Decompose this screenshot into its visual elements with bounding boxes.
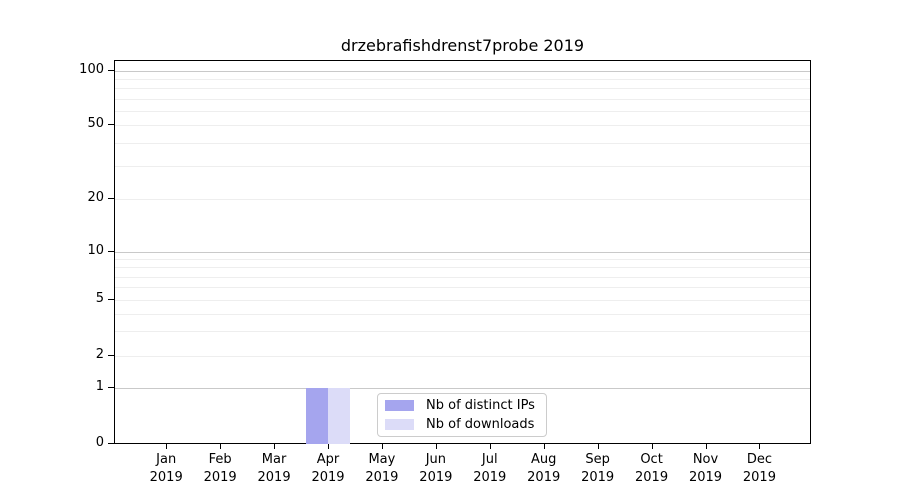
gridline-minor bbox=[115, 143, 810, 145]
y-tick-mark bbox=[108, 355, 114, 356]
plot-area: Nb of distinct IPs Nb of downloads bbox=[114, 60, 811, 444]
x-tick-label: Mar 2019 bbox=[257, 452, 291, 485]
y-tick-label: 10 bbox=[87, 243, 104, 258]
gridline-major bbox=[115, 125, 810, 126]
legend-item-distinct-ips: Nb of distinct IPs bbox=[385, 398, 538, 413]
gridline-minor bbox=[115, 166, 810, 168]
x-tick-mark bbox=[381, 444, 383, 449]
legend-swatch-distinct-ips bbox=[385, 400, 414, 411]
x-tick-mark bbox=[489, 444, 491, 449]
x-tick-mark bbox=[220, 444, 222, 449]
gridline-minor bbox=[115, 88, 810, 90]
x-tick-label: Jul 2019 bbox=[473, 452, 507, 485]
y-tick-mark bbox=[108, 198, 114, 199]
legend-swatch-downloads bbox=[385, 419, 414, 430]
x-tick-label: Jun 2019 bbox=[419, 452, 453, 485]
y-tick-mark bbox=[108, 299, 114, 300]
gridline-minor bbox=[115, 267, 810, 269]
gridline-major bbox=[115, 356, 810, 357]
y-tick-label: 0 bbox=[95, 435, 104, 450]
gridline-minor bbox=[115, 79, 810, 81]
x-tick-label: May 2019 bbox=[365, 452, 399, 485]
x-tick-mark bbox=[435, 444, 437, 449]
y-tick-mark bbox=[108, 70, 114, 71]
y-tick-label: 20 bbox=[87, 190, 104, 205]
x-tick-label: Nov 2019 bbox=[688, 452, 723, 485]
y-tick-mark bbox=[108, 124, 114, 125]
x-tick-label: Aug 2019 bbox=[527, 452, 561, 485]
legend-label: Nb of distinct IPs bbox=[426, 398, 535, 413]
legend: Nb of distinct IPs Nb of downloads bbox=[377, 393, 547, 437]
legend-label: Nb of downloads bbox=[426, 417, 535, 432]
gridline-major bbox=[115, 388, 810, 389]
y-tick-label: 2 bbox=[95, 347, 104, 362]
gridline-major bbox=[115, 71, 810, 72]
x-tick-mark bbox=[651, 444, 653, 449]
y-tick-mark bbox=[108, 443, 114, 444]
x-tick-mark bbox=[759, 444, 761, 449]
gridline-minor bbox=[115, 313, 810, 315]
bar-distinct-ips bbox=[306, 388, 328, 444]
y-tick-label: 5 bbox=[95, 291, 104, 306]
gridline-minor bbox=[115, 287, 810, 289]
y-tick-mark bbox=[108, 387, 114, 388]
x-tick-mark bbox=[274, 444, 276, 449]
x-tick-label: Sep 2019 bbox=[581, 452, 615, 485]
gridline-minor bbox=[115, 98, 810, 100]
bar-downloads bbox=[327, 388, 350, 444]
gridline-major bbox=[115, 300, 810, 301]
legend-item-downloads: Nb of downloads bbox=[385, 417, 538, 432]
x-tick-mark bbox=[705, 444, 707, 449]
x-tick-mark bbox=[166, 444, 168, 449]
gridline-minor bbox=[115, 259, 810, 261]
chart-title: drzebrafishdrenst7probe 2019 bbox=[340, 36, 585, 55]
gridline-major bbox=[115, 199, 810, 200]
x-tick-label: Oct 2019 bbox=[635, 452, 669, 485]
x-tick-mark bbox=[597, 444, 599, 449]
y-tick-mark bbox=[108, 251, 114, 252]
x-tick-label: Apr 2019 bbox=[311, 452, 345, 485]
x-tick-label: Feb 2019 bbox=[203, 452, 237, 485]
gridline-minor bbox=[115, 331, 810, 333]
x-tick-label: Jan 2019 bbox=[149, 452, 183, 485]
gridline-minor bbox=[115, 276, 810, 278]
x-tick-label: Dec 2019 bbox=[742, 452, 776, 485]
x-tick-mark bbox=[543, 444, 545, 449]
y-tick-label: 50 bbox=[87, 116, 104, 131]
gridline-minor bbox=[115, 110, 810, 112]
gridline-major bbox=[115, 252, 810, 253]
x-tick-mark bbox=[327, 444, 329, 449]
y-tick-label: 1 bbox=[95, 379, 104, 394]
y-tick-label: 100 bbox=[79, 62, 104, 77]
